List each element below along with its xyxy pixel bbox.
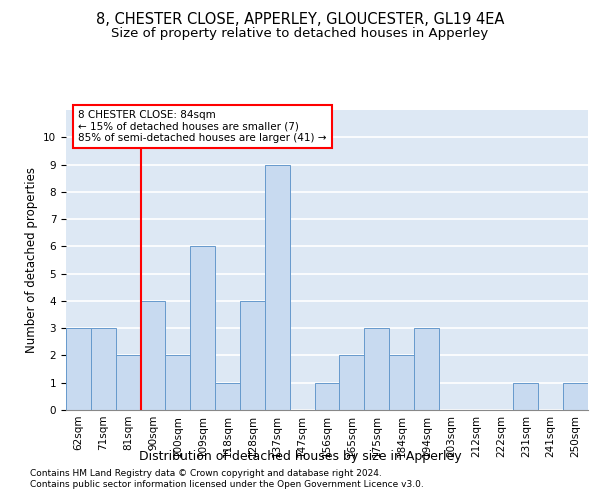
Bar — [240, 301, 265, 410]
Bar — [389, 356, 414, 410]
Bar — [66, 328, 91, 410]
Bar — [340, 356, 364, 410]
Text: Distribution of detached houses by size in Apperley: Distribution of detached houses by size … — [139, 450, 461, 463]
Bar — [166, 356, 190, 410]
Text: Contains public sector information licensed under the Open Government Licence v3: Contains public sector information licen… — [30, 480, 424, 489]
Bar — [116, 356, 140, 410]
Bar — [190, 246, 215, 410]
Bar — [364, 328, 389, 410]
Text: 8 CHESTER CLOSE: 84sqm
← 15% of detached houses are smaller (7)
85% of semi-deta: 8 CHESTER CLOSE: 84sqm ← 15% of detached… — [79, 110, 327, 143]
Y-axis label: Number of detached properties: Number of detached properties — [25, 167, 38, 353]
Bar — [265, 164, 290, 410]
Bar — [215, 382, 240, 410]
Bar — [140, 301, 166, 410]
Bar — [514, 382, 538, 410]
Text: Contains HM Land Registry data © Crown copyright and database right 2024.: Contains HM Land Registry data © Crown c… — [30, 468, 382, 477]
Text: Size of property relative to detached houses in Apperley: Size of property relative to detached ho… — [112, 28, 488, 40]
Bar — [91, 328, 116, 410]
Text: 8, CHESTER CLOSE, APPERLEY, GLOUCESTER, GL19 4EA: 8, CHESTER CLOSE, APPERLEY, GLOUCESTER, … — [96, 12, 504, 28]
Bar — [563, 382, 588, 410]
Bar — [314, 382, 340, 410]
Bar — [414, 328, 439, 410]
